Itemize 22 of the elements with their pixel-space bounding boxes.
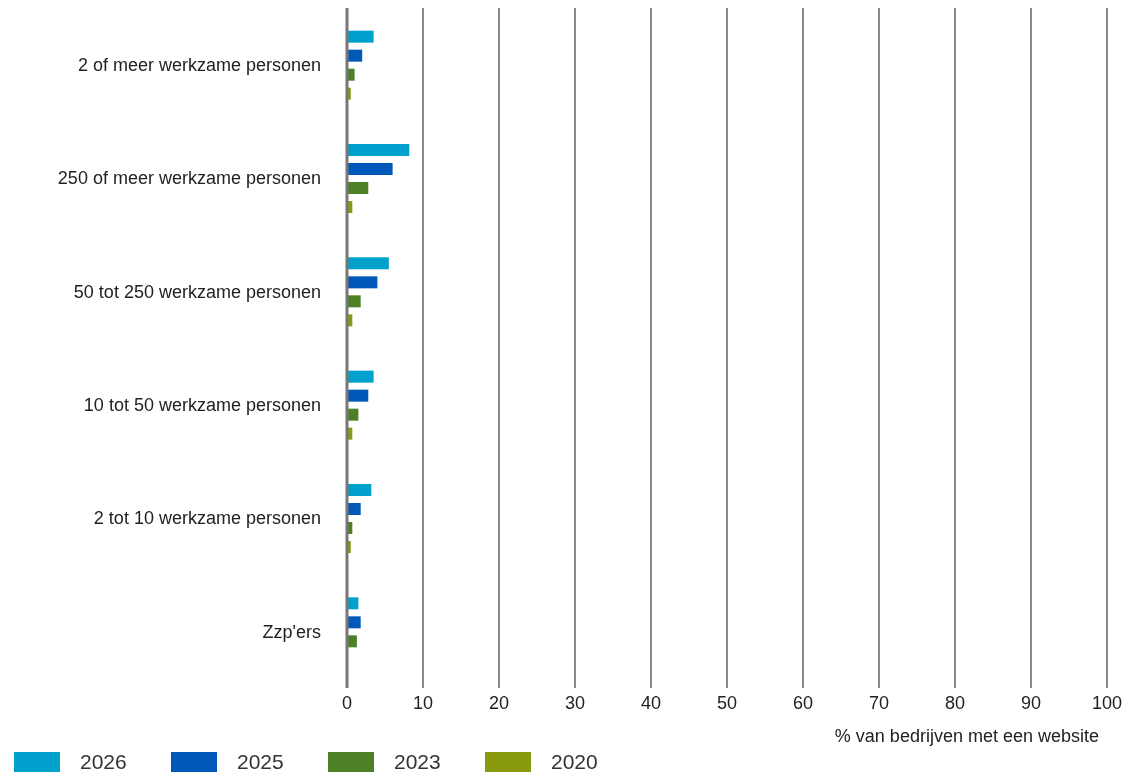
y-tick-label: 2 tot 10 werkzame personen [93,508,321,529]
legend-label: 2020 [551,750,598,774]
x-axis-title: % van bedrijven met een website [834,726,1099,746]
y-tick-label: 250 of meer werkzame personen [57,168,321,189]
y-tick-label: 10 tot 50 werkzame personen [83,395,321,416]
x-tick-label: 50 [716,692,738,713]
x-tick-label: 80 [944,692,966,713]
y-tick-label: Zzp'ers [262,621,321,642]
x-tick-label: 40 [640,692,662,713]
x-tick-label: 20 [488,692,510,713]
x-tick-label: 0 [341,692,353,713]
x-tick-label: 90 [1020,692,1042,713]
legend-label: 2023 [394,750,441,774]
legend-label: 2026 [80,750,127,774]
x-tick-label: 60 [792,692,814,713]
x-tick-label: 10 [412,692,434,713]
x-tick-label: 70 [868,692,890,713]
y-tick-label: 2 of meer werkzame personen [77,55,321,76]
x-tick-label: 30 [564,692,586,713]
y-tick-label: 50 tot 250 werkzame personen [73,281,321,302]
legend-label: 2025 [237,750,284,774]
x-tick-label: 100 [1091,692,1123,713]
